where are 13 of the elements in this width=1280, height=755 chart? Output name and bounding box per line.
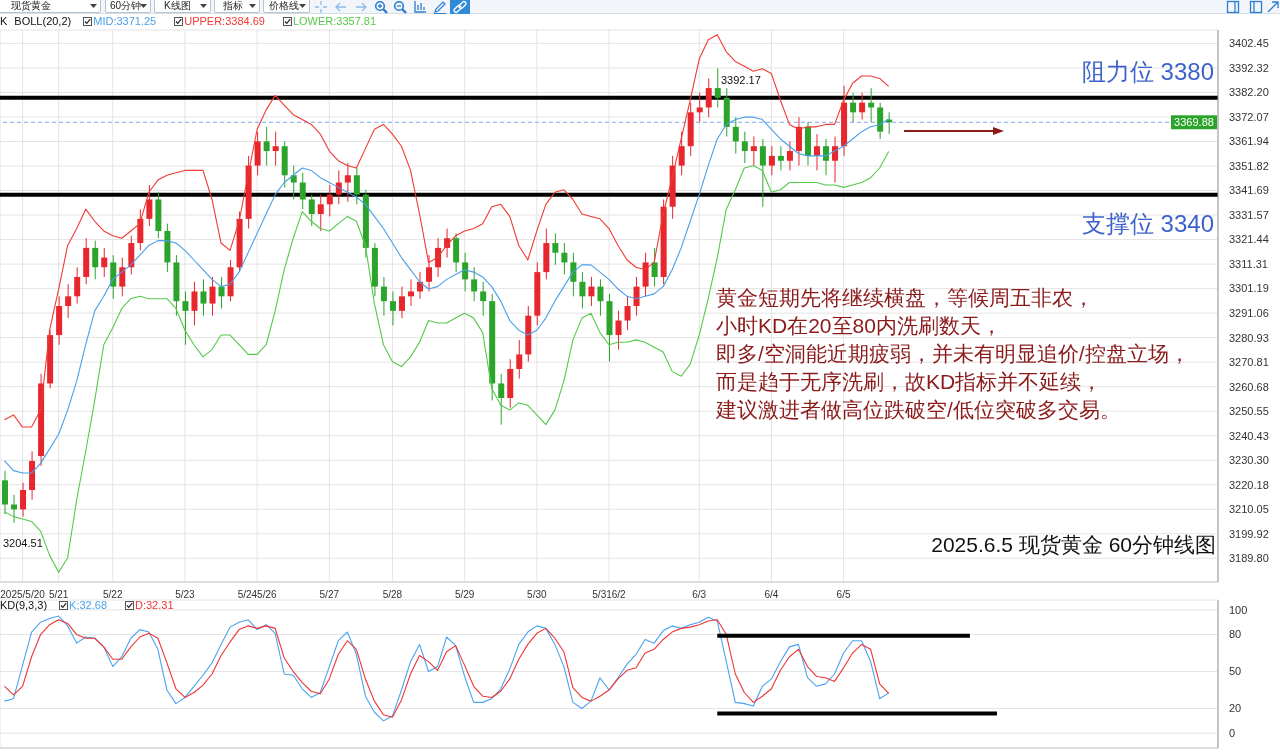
text: D:32.31: [135, 599, 174, 611]
y-tick-label: 100: [1229, 603, 1248, 616]
y-tick-label: 80: [1229, 628, 1242, 641]
dropdown: K线图: [154, 0, 211, 13]
dropdown: 60分钟: [105, 0, 151, 13]
series-label: K:32.68: [69, 599, 107, 611]
y-tick-label: 50: [1229, 665, 1242, 678]
y-tick-label: 0: [1229, 727, 1236, 740]
dropdown: 现货黄金: [0, 0, 101, 13]
legend-title: KD(9,3,3): [0, 599, 48, 611]
dropdown: 价格线: [263, 0, 310, 13]
y-tick-label: 20: [1229, 702, 1242, 715]
dropdown: 指标: [214, 0, 260, 13]
